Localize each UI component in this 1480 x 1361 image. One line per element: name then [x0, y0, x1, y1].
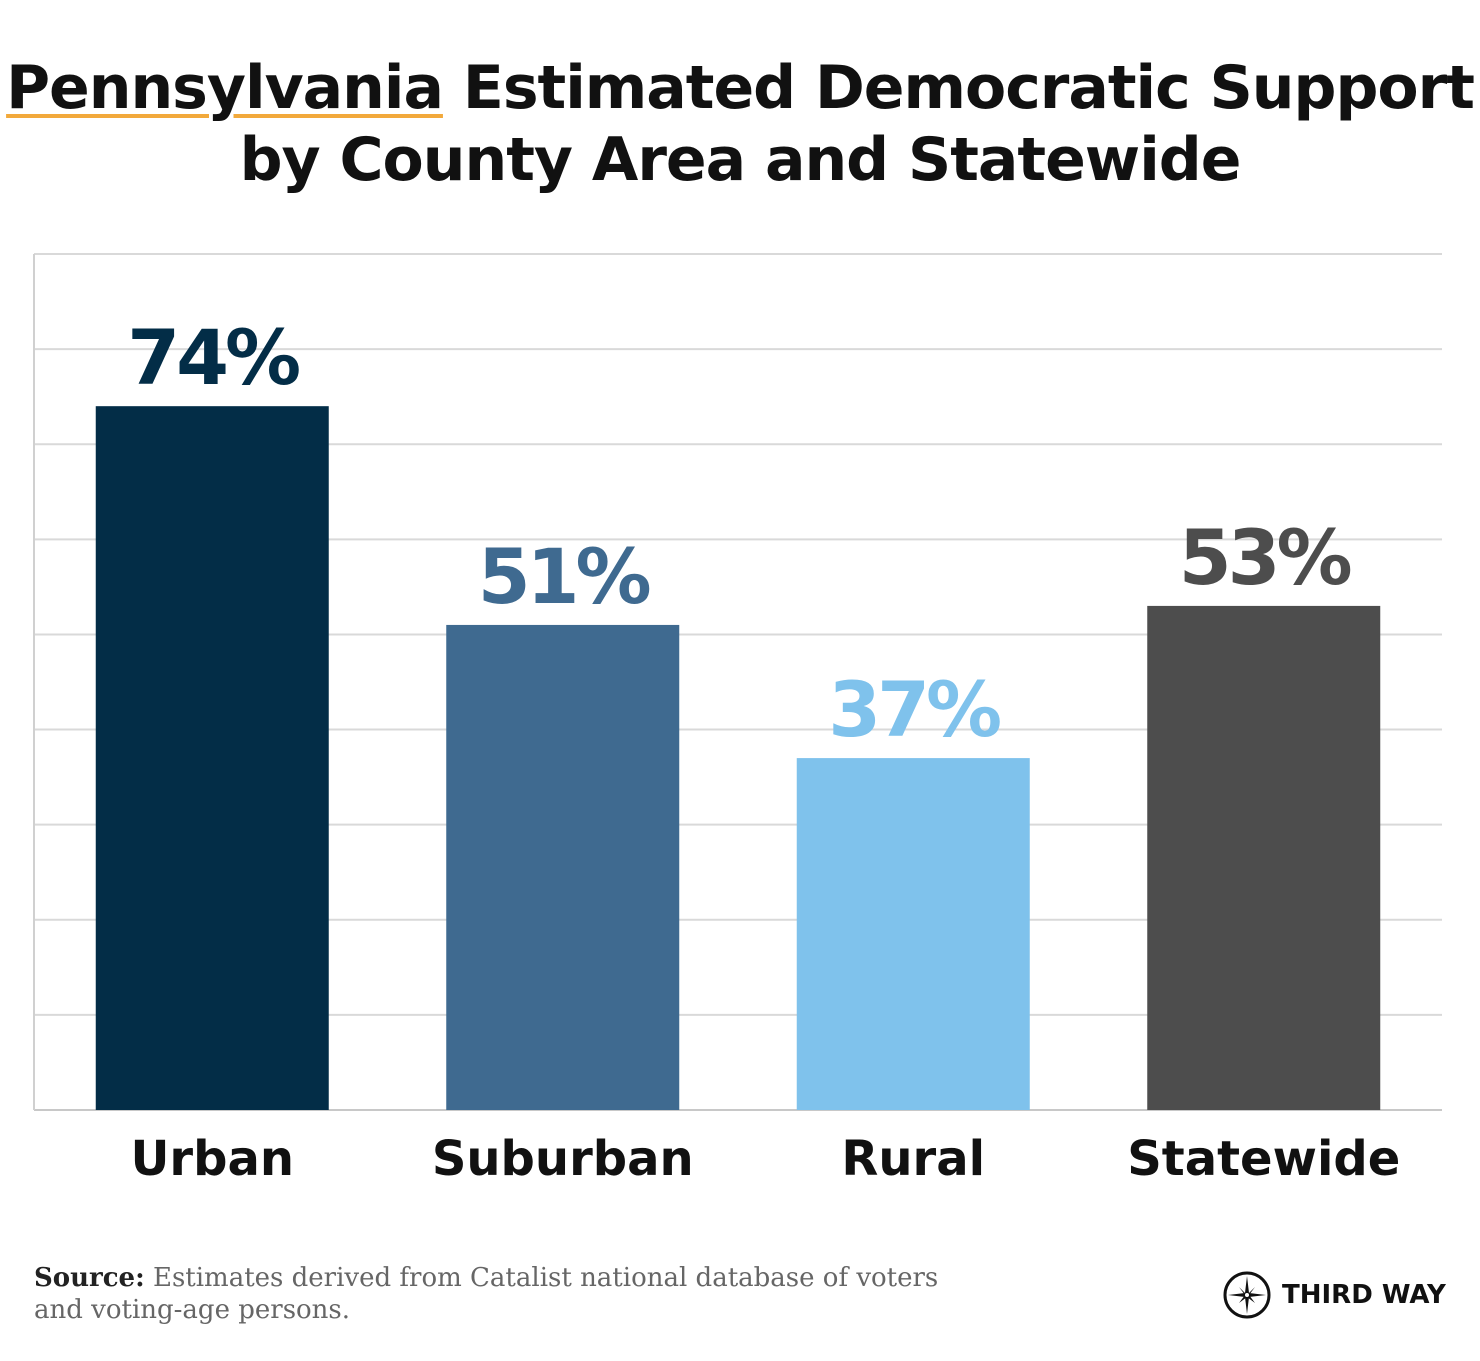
chart-title: Pennsylvania Estimated Democratic Suppor…: [0, 52, 1480, 196]
title-line1: Estimated Democratic Support: [442, 53, 1475, 123]
title-line2: by County Area and Statewide: [239, 125, 1242, 195]
bar-suburban: [446, 624, 680, 1110]
source-text: Estimates derived from Catalist national…: [34, 1263, 939, 1325]
bar-urban: [95, 406, 329, 1111]
data-label: 51%: [478, 532, 650, 621]
x-tick-label: Urban: [130, 1131, 294, 1187]
title-highlight: Pennsylvania: [6, 53, 444, 123]
bar-statewide: [1147, 605, 1381, 1110]
third-way-logo: THIRD WAY: [1222, 1270, 1446, 1320]
data-label: 74%: [127, 313, 299, 402]
compass-star-icon: [1223, 1271, 1271, 1319]
logo-text: THIRD WAY: [1282, 1280, 1446, 1310]
source-note: Source: Estimates derived from Catalist …: [34, 1262, 974, 1326]
x-tick-label: Rural: [841, 1131, 985, 1187]
bar-rural: [796, 758, 1030, 1110]
x-tick-label: Suburban: [432, 1131, 694, 1187]
source-label: Source:: [34, 1263, 145, 1293]
data-label: 53%: [1179, 513, 1351, 602]
data-label: 37%: [828, 665, 1000, 754]
x-tick-label: Statewide: [1127, 1131, 1400, 1187]
